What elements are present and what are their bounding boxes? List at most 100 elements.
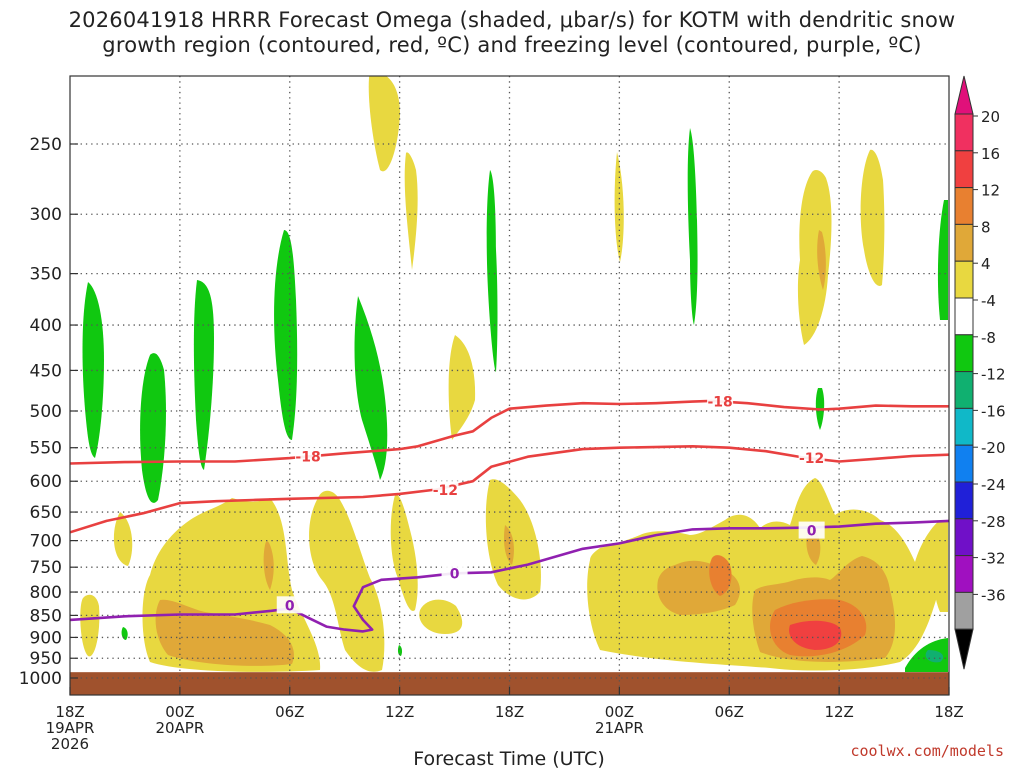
omega-shade-region xyxy=(309,490,385,672)
colorbar-label: -12 xyxy=(981,366,1006,384)
omega-shade-region xyxy=(113,512,133,566)
y-tick-label: 900 xyxy=(30,628,62,648)
y-tick-label: 750 xyxy=(30,558,62,578)
omega-shade-region xyxy=(687,128,698,325)
y-tick-label: 400 xyxy=(30,316,62,336)
x-tick-label: 12Z xyxy=(824,703,853,721)
x-tick-label: 06Z xyxy=(715,703,744,721)
y-tick-label: 300 xyxy=(30,205,62,225)
contour-label: -18 xyxy=(295,450,320,466)
x-tick-label: 20APR xyxy=(155,719,204,737)
omega-shade-region xyxy=(368,76,400,172)
colorbar-swatch xyxy=(954,297,974,336)
y-tick-label: 550 xyxy=(30,439,62,459)
colorbar-swatch xyxy=(954,444,974,483)
x-tick-label: 18Z xyxy=(495,703,524,721)
contours: -18 -18 -12 -12 0 0 0 xyxy=(70,392,949,633)
omega-shade-region xyxy=(155,599,294,666)
y-tick-label: 850 xyxy=(30,606,62,626)
omega-shade-region xyxy=(486,170,498,372)
y-tick-label: 450 xyxy=(30,361,62,381)
omega-shade-region xyxy=(397,645,403,656)
colorbar-label: -36 xyxy=(981,586,1006,604)
colorbar-swatch xyxy=(954,150,974,189)
x-tick-label: 2026 xyxy=(51,735,89,753)
contour-label-bg xyxy=(432,481,459,499)
colorbar-swatch xyxy=(954,260,974,299)
x-tick-label: 18Z xyxy=(55,703,84,721)
colorbar-label: 16 xyxy=(981,145,1000,163)
contour-label-bg xyxy=(295,447,322,465)
y-tick-label: 500 xyxy=(30,402,62,422)
omega-shade-region xyxy=(614,152,624,262)
contour-label: -12 xyxy=(433,483,458,499)
colorbar-label: 12 xyxy=(981,182,1000,200)
colorbar-label: -32 xyxy=(981,550,1006,568)
colorbar-label: 4 xyxy=(981,255,991,273)
contour-label-bg xyxy=(276,596,303,614)
colorbar-swatch xyxy=(954,371,974,409)
contour-label: 0 xyxy=(450,566,460,582)
omega-shade-region xyxy=(263,541,274,590)
omega-shade-region xyxy=(860,149,885,286)
omega-shade-region xyxy=(789,620,842,650)
x-tick-label: 00Z xyxy=(165,703,194,721)
colorbar-swatch xyxy=(954,481,974,520)
colorbar-swatch xyxy=(954,187,974,225)
contour-line xyxy=(70,399,949,465)
colorbar-swatch xyxy=(954,334,974,373)
contour-label: -12 xyxy=(799,451,824,467)
y-tick-label: 350 xyxy=(30,265,62,285)
colorbar-label: -4 xyxy=(981,292,996,310)
omega-shade-region xyxy=(448,335,476,440)
omega-shade-region xyxy=(193,280,214,470)
colorbar-swatch xyxy=(954,113,974,152)
omega-shade-region xyxy=(817,230,826,290)
colorbar-label: -16 xyxy=(981,402,1006,420)
y-tick-label: 650 xyxy=(30,503,62,523)
contour-label: 0 xyxy=(285,598,295,614)
y-tick-label: 1000 xyxy=(19,669,62,689)
colorbar-bottom-triangle xyxy=(954,628,974,670)
contour-label-bg xyxy=(798,521,825,539)
colorbar: 20 16 12 8 4 -4 -8 -12 -16 -20 -24 -28 -32 -36 xyxy=(954,75,1006,670)
colorbar-swatch xyxy=(954,223,974,262)
y-tick-label: 250 xyxy=(30,135,62,155)
site-credit: coolwx.com/models xyxy=(850,742,1004,760)
y-tick-label: 600 xyxy=(30,472,62,492)
x-tick-label: 18Z xyxy=(934,703,963,721)
omega-shade-region xyxy=(419,599,463,634)
colorbar-swatch xyxy=(954,591,974,630)
x-tick-label: 00Z xyxy=(605,703,634,721)
omega-shade-region xyxy=(925,650,944,663)
x-tick-label: 06Z xyxy=(275,703,304,721)
colorbar-swatch xyxy=(954,555,974,593)
omega-shade-region xyxy=(121,627,128,640)
omega-shade-region xyxy=(404,152,418,270)
contour-label: -18 xyxy=(707,395,732,411)
omega-shade-region xyxy=(390,494,418,611)
omega-shading xyxy=(80,76,948,672)
omega-shade-region xyxy=(937,200,948,320)
omega-shade-region xyxy=(140,353,166,503)
chart-title-line2: growth region (contoured, red, ºC) and f… xyxy=(102,33,922,57)
contour-label-bg xyxy=(798,449,825,467)
chart-title-line1: 2026041918 HRRR Forecast Omega (shaded, … xyxy=(68,8,956,32)
y-tick-label: 700 xyxy=(30,532,62,552)
omega-shade-region xyxy=(82,282,104,458)
omega-shade-region xyxy=(503,525,514,565)
omega-shade-region xyxy=(274,230,298,440)
x-tick-label: 19APR xyxy=(46,719,95,737)
omega-shade-region xyxy=(933,520,948,612)
colorbar-swatch xyxy=(954,518,974,557)
colorbar-label: 8 xyxy=(981,218,991,236)
colorbar-swatch xyxy=(954,407,974,446)
colorbar-label: -20 xyxy=(981,439,1006,457)
contour-label-bg xyxy=(707,392,734,410)
y-tick-label: 950 xyxy=(30,649,62,669)
omega-shade-region xyxy=(709,555,732,596)
y-tick-label: 800 xyxy=(30,583,62,603)
x-axis-label: Forecast Time (UTC) xyxy=(413,748,604,768)
